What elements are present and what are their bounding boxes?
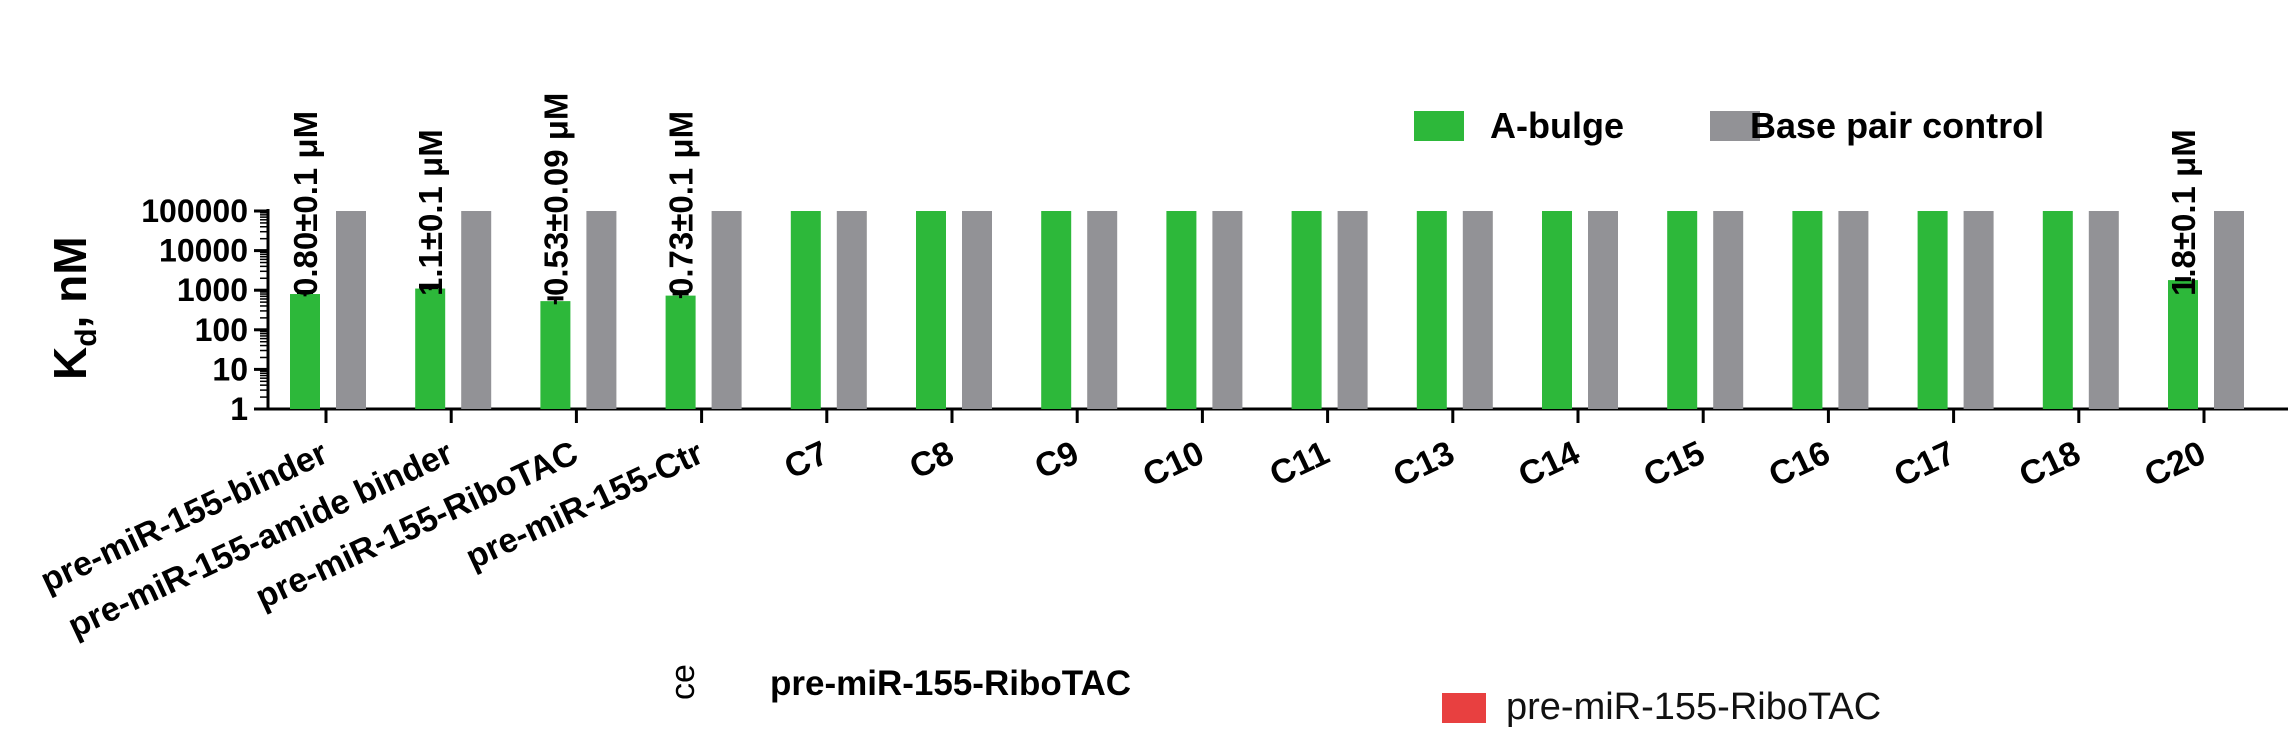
y-tick-label: 100000 [141,193,248,229]
x-tick-label: C15 [1638,434,1711,495]
y-axis-label-sub: d [70,328,103,346]
bar-base-pair-control [1212,211,1243,409]
lower-panel-legend: pre-miR-155-RiboTAC [1442,686,1881,729]
y-tick-label: 10000 [159,233,248,269]
legend: A-bulge Base pair control [1414,105,2044,146]
bar-a-bulge [1792,211,1823,409]
bar-base-pair-control [1462,211,1493,409]
x-tick-label: C8 [904,434,959,487]
bar-a-bulge [665,295,696,409]
x-tick-label: C11 [1264,434,1335,494]
lower-legend-swatch [1442,692,1486,723]
bar-base-pair-control [1588,211,1618,409]
bar-base-pair-control [1713,211,1744,409]
bar-a-bulge [2042,211,2073,409]
y-axis-label-rest: , nM [44,236,96,328]
y-tick-label: 1 [230,391,248,427]
x-tick-label: C9 [1029,434,1084,487]
bar-base-pair-control [1337,211,1368,409]
legend-label-a-bulge: A-bulge [1490,105,1624,146]
kd-annotation: 0.73±0.1 μM [663,111,700,296]
bar-base-pair-control [836,211,867,409]
x-tick-label: C13 [1388,434,1461,495]
kd-annotation: 0.53±0.09 μM [537,93,574,296]
bar-a-bulge [1166,211,1197,409]
cut-off-axis-text: ce [664,664,702,700]
y-tick-label: 1000 [177,272,248,308]
bar-base-pair-control [1963,211,1994,409]
y-axis-label-main: K [44,347,96,380]
x-tick-label: C17 [1888,434,1961,495]
x-tick-label: C14 [1513,434,1586,495]
x-tick-label: C7 [779,434,834,487]
y-axis-label: Kd, nM [44,236,103,380]
bar-a-bulge [1041,211,1072,409]
x-axis [268,407,2288,423]
bar-base-pair-control [586,211,617,409]
bar-base-pair-control [1087,211,1118,409]
legend-swatch-a-bulge [1414,111,1464,141]
kd-annotation: 1.8±0.1 μM [2165,129,2202,296]
bar-base-pair-control [461,211,492,409]
bar-a-bulge [540,301,571,409]
x-tick-label: C10 [1137,434,1210,495]
kd-annotation: 0.80±0.1 μM [287,111,324,296]
bar-a-bulge [1416,211,1447,409]
bar-a-bulge [1291,211,1322,409]
bar-base-pair-control [2088,211,2119,409]
legend-swatch-base-pair-control [1710,111,1760,141]
bars-group [290,211,2244,409]
bar-base-pair-control [336,211,366,409]
bar-base-pair-control [962,211,992,409]
x-tick-label: C20 [2139,434,2212,495]
kd-annotation: 1.1±0.1 μM [412,129,449,296]
bar-a-bulge [2168,280,2198,409]
bar-a-bulge [916,211,946,409]
annotations-group: 0.80±0.1 μM 1.1±0.1 μM 0.53±0.09 μM 0.73±0.… [287,93,2202,296]
bar-base-pair-control [711,211,742,409]
y-tick-label: 100 [195,312,248,348]
legend-label-base-pair-control: Base pair control [1750,105,2044,146]
bar-a-bulge [290,294,320,409]
bar-a-bulge [1917,211,1948,409]
bar-base-pair-control [1838,211,1869,409]
bar-base-pair-control [2214,211,2244,409]
bar-a-bulge [790,211,821,409]
bar-a-bulge [415,288,446,409]
lower-legend-label: pre-miR-155-RiboTAC [1506,686,1882,728]
bar-a-bulge [1542,211,1572,409]
bar-a-bulge [1667,211,1698,409]
lower-panel-title: pre-miR-155-RiboTAC [770,664,1132,703]
x-tick-label: C16 [1763,434,1836,495]
x-tick-label: C18 [2014,434,2087,495]
y-tick-label: 10 [212,351,248,387]
